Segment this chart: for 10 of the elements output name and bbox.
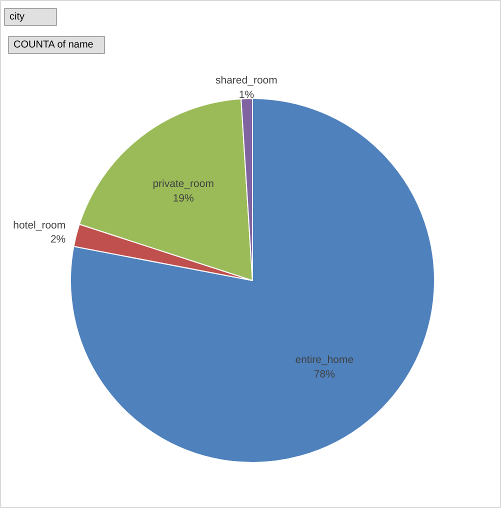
slice-label: shared_room — [216, 74, 278, 86]
slice-label: hotel_room — [13, 219, 66, 232]
slice-label: private_room — [152, 178, 214, 190]
data-label: 78% — [314, 368, 335, 381]
data-label: 2% — [50, 234, 66, 246]
text: COUNTA of name — [14, 40, 94, 50]
data-label: 1% — [238, 88, 254, 101]
data-label: 19% — [172, 192, 194, 205]
text: city — [10, 12, 24, 22]
slice-label: entire_home — [295, 354, 354, 366]
